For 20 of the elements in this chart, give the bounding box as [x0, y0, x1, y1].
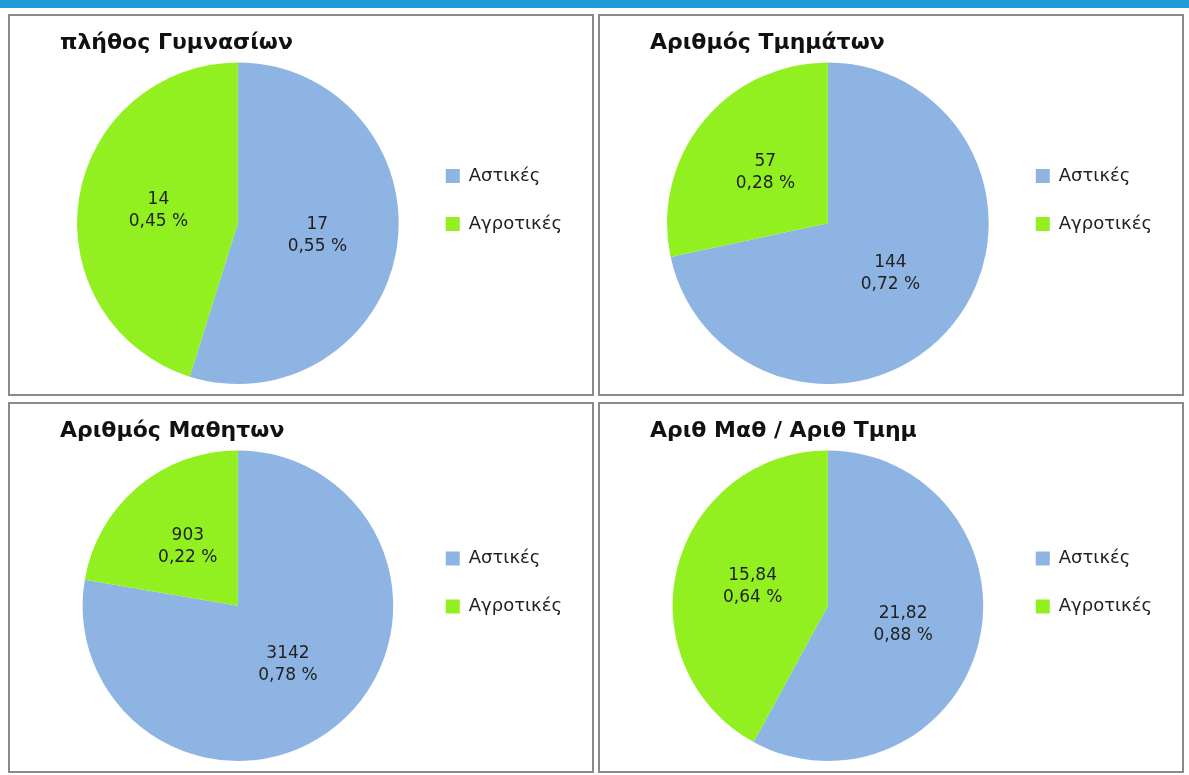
- data-label: 17 0,55 %: [287, 212, 348, 255]
- legend-label: Αγροτικές: [468, 211, 562, 233]
- data-label: 15,84 0,64 %: [722, 563, 783, 606]
- data-label: 57 0,28 %: [735, 150, 796, 193]
- legend-label: Αστικές: [468, 546, 541, 568]
- chart-title: Αριθ Μαθ / Αριθ Τμημ: [650, 416, 917, 442]
- legend-label: Αγροτικές: [1058, 211, 1152, 233]
- data-label: 3142 0,78 %: [258, 642, 318, 685]
- legend-label: Αγροτικές: [1058, 594, 1152, 616]
- chart-title: Αριθμός Τμημάτων: [650, 28, 885, 54]
- data-label: 21,82 0,88 %: [873, 602, 933, 645]
- data-label: 144 0,72 %: [860, 251, 921, 294]
- legend-label: Αστικές: [1058, 546, 1131, 568]
- chart-title: πλήθος Γυμνασίων: [60, 28, 293, 54]
- legend-label: Αστικές: [468, 163, 541, 185]
- chart-title: Αριθμός Μαθητων: [60, 416, 285, 442]
- legend-label: Αγροτικές: [468, 594, 562, 616]
- legend-label: Αστικές: [1058, 163, 1131, 185]
- data-label: 14 0,45 %: [128, 188, 189, 231]
- data-label: 903 0,22 %: [158, 523, 218, 566]
